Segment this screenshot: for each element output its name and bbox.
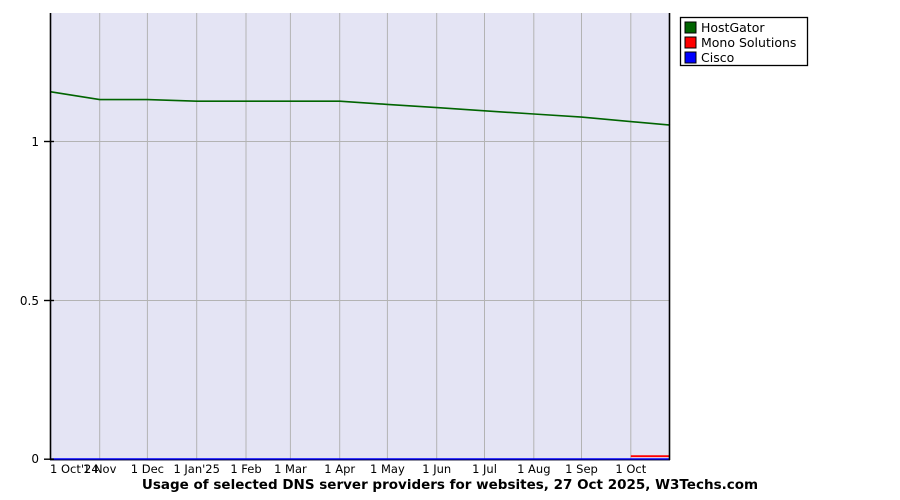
x-tick-label-may: 1 May (370, 462, 405, 476)
x-tick-label-jun: 1 Jun (422, 462, 451, 476)
series-line-hostgator (49, 90, 671, 126)
x-tick-label-feb: 1 Feb (230, 462, 261, 476)
x-tick-label-dec: 1 Dec (131, 462, 164, 476)
vertical-gridlines (99, 13, 632, 459)
chart-caption: Usage of selected DNS server providers f… (141, 477, 759, 493)
legend-swatch-mono-solutions (684, 36, 697, 49)
horizontal-gridlines (50, 141, 670, 301)
legend-box (679, 16, 809, 67)
y-tick-marks (44, 140, 54, 460)
legend-label-hostgator: HostGator (701, 20, 765, 35)
x-tick-label-sep: 1 Sep (565, 462, 598, 476)
x-tick-label-apr: 1 Apr (324, 462, 355, 476)
axis-frame (49, 13, 671, 461)
chart-legend: HostGator Mono Solutions Cisco (679, 16, 809, 67)
plot-area-background (50, 13, 670, 459)
x-tick-label-nov: 1 Nov (83, 462, 117, 476)
x-tick-label-aug: 1 Aug (517, 462, 550, 476)
legend-swatch-hostgator (684, 21, 697, 34)
x-tick-label-oct24: 1 Oct'24 (50, 462, 99, 476)
legend-label-cisco: Cisco (701, 50, 734, 65)
legend-swatch-cisco (684, 51, 697, 64)
y-tick-label-1: 1 (31, 135, 39, 149)
x-tick-label-oct: 1 Oct (615, 462, 646, 476)
y-tick-label-0: 0 (31, 452, 39, 466)
x-tick-label-mar: 1 Mar (274, 462, 307, 476)
legend-label-mono-solutions: Mono Solutions (701, 35, 796, 50)
x-tick-label-jan25: 1 Jan'25 (173, 462, 220, 476)
x-tick-label-jul: 1 Jul (472, 462, 497, 476)
y-tick-label-0point5: 0.5 (20, 294, 39, 308)
